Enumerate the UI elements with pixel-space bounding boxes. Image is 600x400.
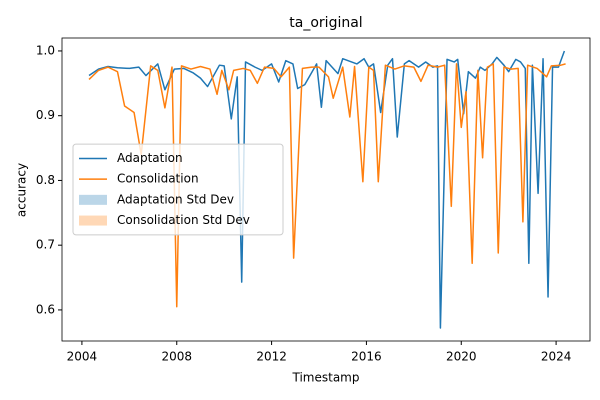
y-tick-label: 1.0: [36, 43, 55, 57]
chart-title: ta_original: [289, 15, 362, 31]
x-tick-label: 2024: [541, 350, 572, 364]
y-tick-label: 0.9: [36, 108, 55, 122]
series-line: [88, 63, 566, 308]
y-tick-label: 0.6: [36, 302, 55, 316]
y-tick-label: 0.8: [36, 173, 55, 187]
legend-label: Adaptation: [117, 151, 183, 165]
y-axis-label: accuracy: [15, 163, 29, 217]
x-tick-label: 2012: [256, 350, 287, 364]
x-axis-label: Timestamp: [292, 371, 360, 385]
y-tick-label: 0.7: [36, 238, 55, 252]
legend-box: [72, 143, 284, 236]
legend-label: Adaptation Std Dev: [117, 192, 234, 206]
legend-label: Consolidation: [117, 172, 199, 186]
x-tick-label: 2020: [446, 350, 477, 364]
legend-label: Consolidation Std Dev: [117, 213, 250, 227]
x-tick-label: 2004: [67, 350, 98, 364]
legend-patch: [79, 215, 107, 226]
x-tick-label: 2016: [351, 350, 382, 364]
axes-frame: [61, 37, 591, 342]
x-tick-label: 2008: [161, 350, 192, 364]
legend-patch: [79, 194, 107, 205]
